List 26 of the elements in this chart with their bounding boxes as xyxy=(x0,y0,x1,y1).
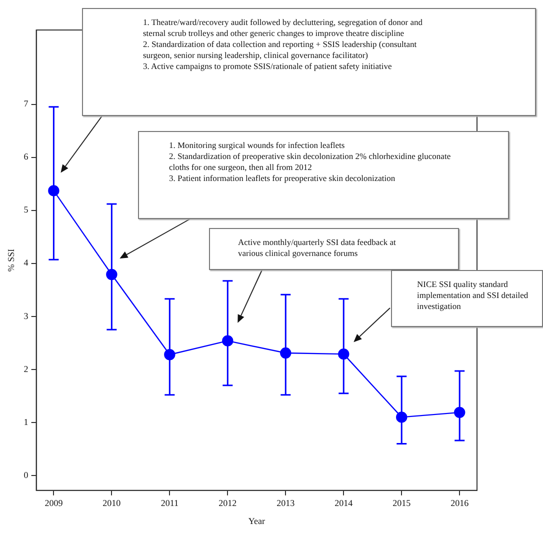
y-tick-label: 2 xyxy=(24,364,28,374)
note-box: 1. Theatre/ward/recovery audit followed by decluttering, segregation of donor and sternal scrub trolleys and other generic changes to improve theatre discipline 2. Standardization of data collection and reporting + SSIS leadership (consultant surgeon, senior nursing leadership, clinical governance facilitator) 3. Active campaigns to promote SSIS/rationale of patient safety initiative xyxy=(82,8,536,116)
y-tick-label: 4 xyxy=(24,258,29,268)
x-tick-label: 2016 xyxy=(450,498,470,508)
note-box: NICE SSI quality standard implementation and SSI detailed investigation xyxy=(391,270,543,327)
y-tick-label: 1 xyxy=(24,416,28,427)
x-tick-label: 2012 xyxy=(218,498,237,508)
x-tick-label: 2011 xyxy=(160,498,179,508)
annotation: 1. Theatre/ward/recovery audit followed by decluttering, segregation of donor and sternal scrub trolleys and other generic changes to improve theatre discipline 2. Standardization of data collection and reporting + SSIS leadership (consultant surgeon, senior nursing leadership, clinical governance facilitator) 3. Active campaigns to promote SSIS/rationale of patient safety initiative xyxy=(143,17,424,72)
y-tick-label: 5 xyxy=(24,204,29,215)
annotation: NICE SSI quality standard implementation and SSI detailed investigation xyxy=(417,279,530,312)
x-tick-label: 2014 xyxy=(334,498,354,508)
annotation: Active monthly/quarterly SSI data feedback at various clinical governance forums xyxy=(238,237,397,260)
y-tick-label: 0 xyxy=(24,470,29,480)
x-axis-title: Year xyxy=(248,516,265,526)
note-box: Active monthly/quarterly SSI data feedback at various clinical governance forums xyxy=(209,228,459,270)
y-axis-title: % SSI xyxy=(6,248,16,272)
x-tick-label: 2009 xyxy=(44,498,64,508)
x-tick-label: 2010 xyxy=(102,498,122,508)
y-tick-label: 3 xyxy=(24,310,29,321)
note-box: 1. Monitoring surgical wounds for infection leaflets 2. Standardization of preoperative skin decolonization 2% chlorhexidine gluconate cloths for one surgeon, then all from 2012 3. Patient information leaflets for preoperative skin decolonization xyxy=(138,131,509,219)
x-tick-label: 2013 xyxy=(276,498,296,508)
annotation: 1. Monitoring surgical wounds for infection leaflets 2. Standardization of preoperative skin decolonization 2% chlorhexidine gluconate cloths for one surgeon, then all from 2012 3. Patient information leaflets for preoperative skin decolonization xyxy=(169,140,452,184)
y-tick-label: 6 xyxy=(24,152,29,162)
x-tick-label: 2015 xyxy=(392,498,412,508)
y-tick-label: 7 xyxy=(24,98,29,109)
